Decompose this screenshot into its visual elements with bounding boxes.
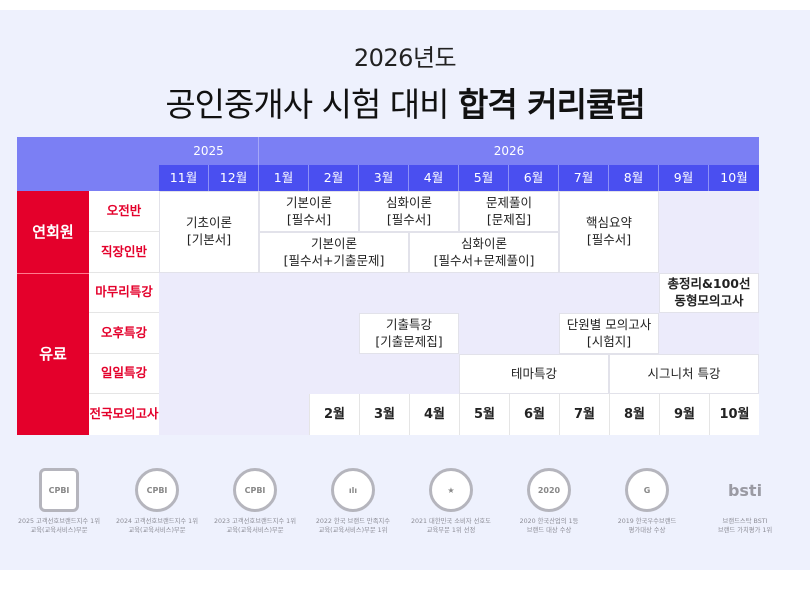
row-mock: 전국모의고사 xyxy=(89,394,159,435)
cell-empty xyxy=(159,273,659,313)
star-badge-icon: ★ xyxy=(429,468,473,512)
row-worker: 직장인반 xyxy=(89,232,159,273)
month-header: 6월 xyxy=(509,165,559,191)
cell-morning-deep: 심화이론 [필수서] xyxy=(359,191,459,232)
cell-signature: 시그니처 특강 xyxy=(609,354,759,394)
cpbi-badge-icon: CPBI xyxy=(233,468,277,512)
mock-month: 3월 xyxy=(359,394,409,435)
cell-empty xyxy=(159,354,459,394)
award-caption: 2025 고객선호브랜드지수 1위 교육(교육서비스)부문 xyxy=(18,518,100,534)
award-badges: CPBI 2025 고객선호브랜드지수 1위 교육(교육서비스)부문 CPBI … xyxy=(0,468,810,548)
award-caption: 2022 한국 브랜드 만족지수 교육(교육서비스)부문 1위 xyxy=(315,518,391,534)
month-header: 8월 xyxy=(609,165,659,191)
cell-finish-final: 총정리&100선 동형모의고사 xyxy=(659,273,759,313)
cell-empty xyxy=(159,394,309,435)
month-header: 10월 xyxy=(709,165,759,191)
award-badge: ılı 2022 한국 브랜드 만족지수 교육(교육서비스)부문 1위 xyxy=(304,468,402,535)
group-member: 연회원 xyxy=(17,191,89,273)
cell-worker-basic: 기본이론 [필수서+기출문제] xyxy=(259,232,409,273)
cell-basic-theory: 기초이론 [기본서] xyxy=(159,191,259,273)
award-badge: CPBI 2023 고객선호브랜드지수 1위 교육(교육서비스)부문 xyxy=(206,468,304,535)
row-morning: 오전반 xyxy=(89,191,159,232)
mock-month: 7월 xyxy=(559,394,609,435)
mock-month: 8월 xyxy=(609,394,659,435)
cell-worker-deep: 심화이론 [필수서+문제풀이] xyxy=(409,232,559,273)
award-badge: ★ 2021 대한민국 소비자 선호도 교육부문 1위 선정 xyxy=(402,468,500,535)
cell-empty xyxy=(659,313,759,354)
award-caption: 2024 고객선호브랜드지수 1위 교육(교육서비스)부문 xyxy=(116,518,198,534)
award-badge: CPBI 2025 고객선호브랜드지수 1위 교육(교육서비스)부문 xyxy=(10,468,108,535)
award-badge: G 2019 한국우수브랜드 평가대상 수상 xyxy=(598,468,696,535)
cell-empty xyxy=(659,191,759,273)
award-badge: CPBI 2024 고객선호브랜드지수 1위 교육(교육서비스)부문 xyxy=(108,468,206,535)
award-caption: 2023 고객선호브랜드지수 1위 교육(교육서비스)부문 xyxy=(214,518,296,534)
cell-theme: 테마특강 xyxy=(459,354,609,394)
mock-month: 6월 xyxy=(509,394,559,435)
year-2026: 2026 xyxy=(259,137,759,165)
month-header: 5월 xyxy=(459,165,509,191)
row-finish: 마무리특강 xyxy=(89,273,159,313)
award-badge: bsti 브랜드스탁 BSTI 브랜드 가치평가 1위 xyxy=(696,468,794,535)
award-caption: 브랜드스탁 BSTI 브랜드 가치평가 1위 xyxy=(717,518,773,534)
curriculum-table: 2025 2026 11월 12월 1월 2월 3월 4월 5월 6월 7월 8… xyxy=(17,137,759,435)
title-main-bold: 합격 커리큘럼 xyxy=(458,85,646,124)
month-header: 2월 xyxy=(309,165,359,191)
award-badge: 2020 2020 한국산업의 1등 브랜드 대상 수상 xyxy=(500,468,598,535)
g-badge-icon: G xyxy=(625,468,669,512)
header-corner xyxy=(17,137,159,191)
month-header: 9월 xyxy=(659,165,709,191)
award-caption: 2020 한국산업의 1등 브랜드 대상 수상 xyxy=(519,518,579,534)
curriculum-page: 2026년도 공인중개사 시험 대비 합격 커리큘럼 2025 2026 11월… xyxy=(0,10,810,570)
award-caption: 2019 한국우수브랜드 평가대상 수상 xyxy=(617,518,677,534)
bsti-logo-icon: bsti xyxy=(727,480,763,500)
year-2025: 2025 xyxy=(159,137,259,165)
mock-month: 4월 xyxy=(409,394,459,435)
month-header: 3월 xyxy=(359,165,409,191)
award-caption: 2021 대한민국 소비자 선호도 교육부문 1위 선정 xyxy=(411,518,491,534)
mock-month: 5월 xyxy=(459,394,509,435)
mock-month: 9월 xyxy=(659,394,709,435)
month-header: 7월 xyxy=(559,165,609,191)
cpbi-badge-icon: CPBI xyxy=(39,468,79,512)
cell-past-exam: 기출특강 [기출문제집] xyxy=(359,313,459,354)
month-header: 11월 xyxy=(159,165,209,191)
mock-month: 2월 xyxy=(309,394,359,435)
cell-core-summary: 핵심요약 [필수서] xyxy=(559,191,659,273)
seal-badge-icon: 2020 xyxy=(527,468,571,512)
cell-empty xyxy=(459,313,559,354)
cell-morning-basic: 기본이론 [필수서] xyxy=(259,191,359,232)
cell-morning-problem: 문제풀이 [문제집] xyxy=(459,191,559,232)
page-title: 공인중개사 시험 대비 합격 커리큘럼 xyxy=(0,78,810,126)
group-paid: 유료 xyxy=(17,273,89,435)
title-year: 2026년도 xyxy=(353,44,457,72)
mock-month: 10월 xyxy=(709,394,759,435)
month-header: 4월 xyxy=(409,165,459,191)
cell-unit-mock: 단원별 모의고사 [시험지] xyxy=(559,313,659,354)
month-header: 12월 xyxy=(209,165,259,191)
cpbi-badge-icon: CPBI xyxy=(135,468,179,512)
row-afternoon: 오후특강 xyxy=(89,313,159,354)
cell-empty xyxy=(159,313,359,354)
row-daily: 일일특강 xyxy=(89,354,159,394)
title-main-prefix: 공인중개사 시험 대비 xyxy=(165,85,459,124)
bar-chart-badge-icon: ılı xyxy=(331,468,375,512)
month-header: 1월 xyxy=(259,165,309,191)
